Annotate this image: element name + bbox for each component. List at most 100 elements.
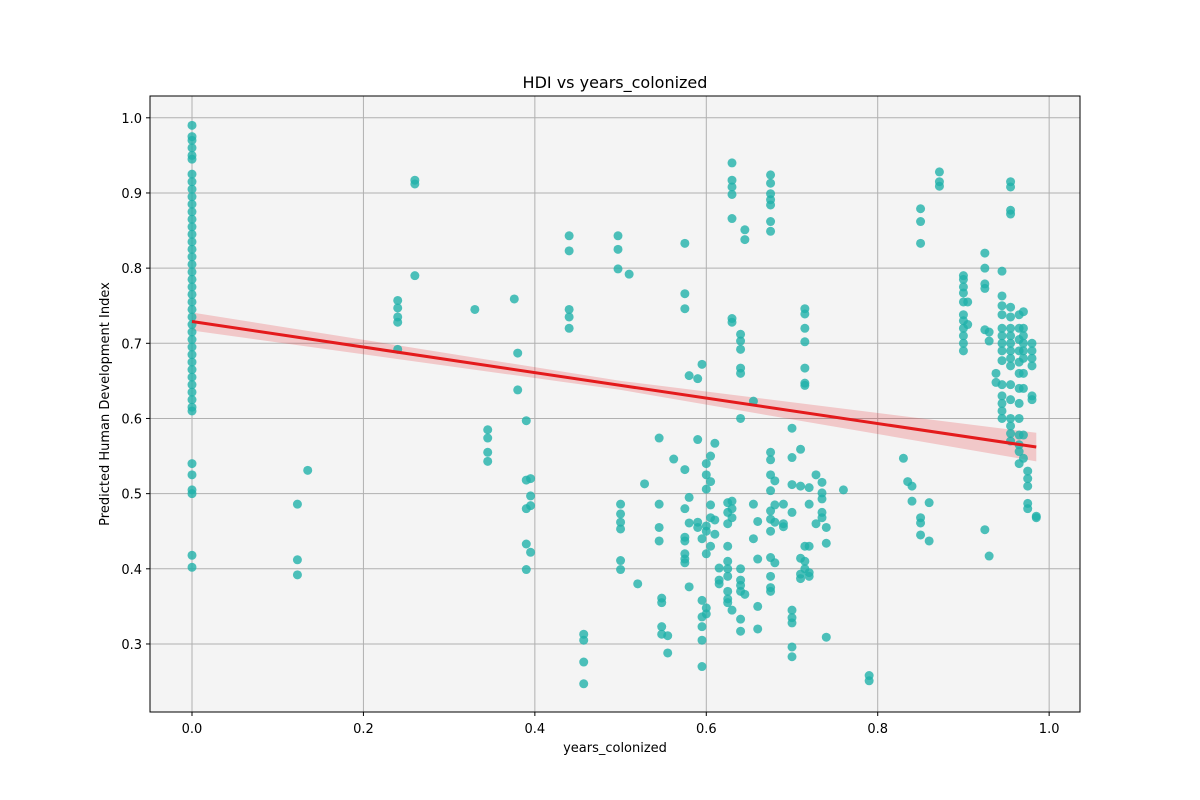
point (513, 385, 523, 395)
point (697, 635, 707, 645)
point (766, 526, 776, 536)
point (817, 513, 827, 523)
point (187, 562, 197, 572)
point (980, 263, 990, 273)
point (991, 368, 1001, 378)
y-axis-label: Predicted Human Development Index (98, 282, 113, 526)
point (736, 564, 746, 574)
point (1023, 481, 1033, 491)
point (187, 143, 197, 153)
point (187, 229, 197, 239)
point (740, 589, 750, 599)
point (1006, 331, 1016, 341)
y-tick-label: 0.6 (121, 412, 142, 427)
point (393, 317, 403, 327)
chart-title: HDI vs years_colonized (523, 73, 708, 93)
point (303, 465, 313, 475)
point (770, 558, 780, 568)
point (187, 350, 197, 360)
x-tick-label: 0.0 (182, 722, 203, 737)
point (934, 167, 944, 177)
point (766, 200, 776, 210)
point (727, 504, 737, 514)
point (1006, 395, 1016, 405)
point (766, 486, 776, 496)
point (393, 303, 403, 313)
point (811, 470, 821, 480)
point (564, 231, 574, 241)
point (766, 586, 776, 596)
point (800, 556, 810, 566)
point (753, 601, 763, 611)
point (958, 288, 968, 298)
point (410, 271, 420, 281)
point (187, 470, 197, 480)
point (680, 238, 690, 248)
point (997, 380, 1007, 390)
point (1027, 361, 1037, 371)
point (1006, 302, 1016, 312)
point (997, 291, 1007, 301)
point (701, 549, 711, 559)
point (521, 539, 531, 549)
point (187, 342, 197, 352)
point (701, 484, 711, 494)
point (727, 189, 737, 199)
point (958, 274, 968, 284)
point (1006, 421, 1016, 431)
point (916, 217, 926, 227)
y-tick-label: 0.4 (121, 563, 142, 578)
point (187, 169, 197, 179)
point (997, 310, 1007, 320)
point (736, 614, 746, 624)
point (640, 479, 650, 489)
point (787, 423, 797, 433)
point (693, 374, 703, 384)
point (963, 297, 973, 307)
point (1006, 353, 1016, 363)
point (187, 192, 197, 202)
point (187, 154, 197, 164)
point (770, 517, 780, 527)
point (817, 494, 827, 504)
point (723, 556, 733, 566)
point (187, 274, 197, 284)
point (727, 158, 737, 168)
point (1006, 323, 1016, 333)
point (1018, 331, 1028, 341)
point (513, 348, 523, 358)
point (787, 642, 797, 652)
point (663, 631, 673, 641)
point (736, 626, 746, 636)
point (800, 337, 810, 347)
point (613, 231, 623, 241)
point (748, 499, 758, 509)
point (821, 632, 831, 642)
x-tick-label: 0.8 (867, 722, 888, 737)
point (740, 225, 750, 235)
point (693, 522, 703, 532)
point (796, 481, 806, 491)
point (997, 406, 1007, 416)
point (766, 170, 776, 180)
point (684, 582, 694, 592)
point (800, 323, 810, 333)
point (564, 323, 574, 333)
point (800, 309, 810, 319)
point (736, 344, 746, 354)
point (984, 551, 994, 561)
point (1006, 346, 1016, 356)
point (669, 454, 679, 464)
plot-background (150, 96, 1080, 712)
point (187, 222, 197, 232)
point (714, 579, 724, 589)
point (753, 624, 763, 634)
point (1006, 312, 1016, 322)
point (187, 207, 197, 217)
point (710, 529, 720, 539)
point (697, 359, 707, 369)
point (1027, 338, 1037, 348)
point (393, 295, 403, 305)
point (800, 380, 810, 390)
point (766, 571, 776, 581)
